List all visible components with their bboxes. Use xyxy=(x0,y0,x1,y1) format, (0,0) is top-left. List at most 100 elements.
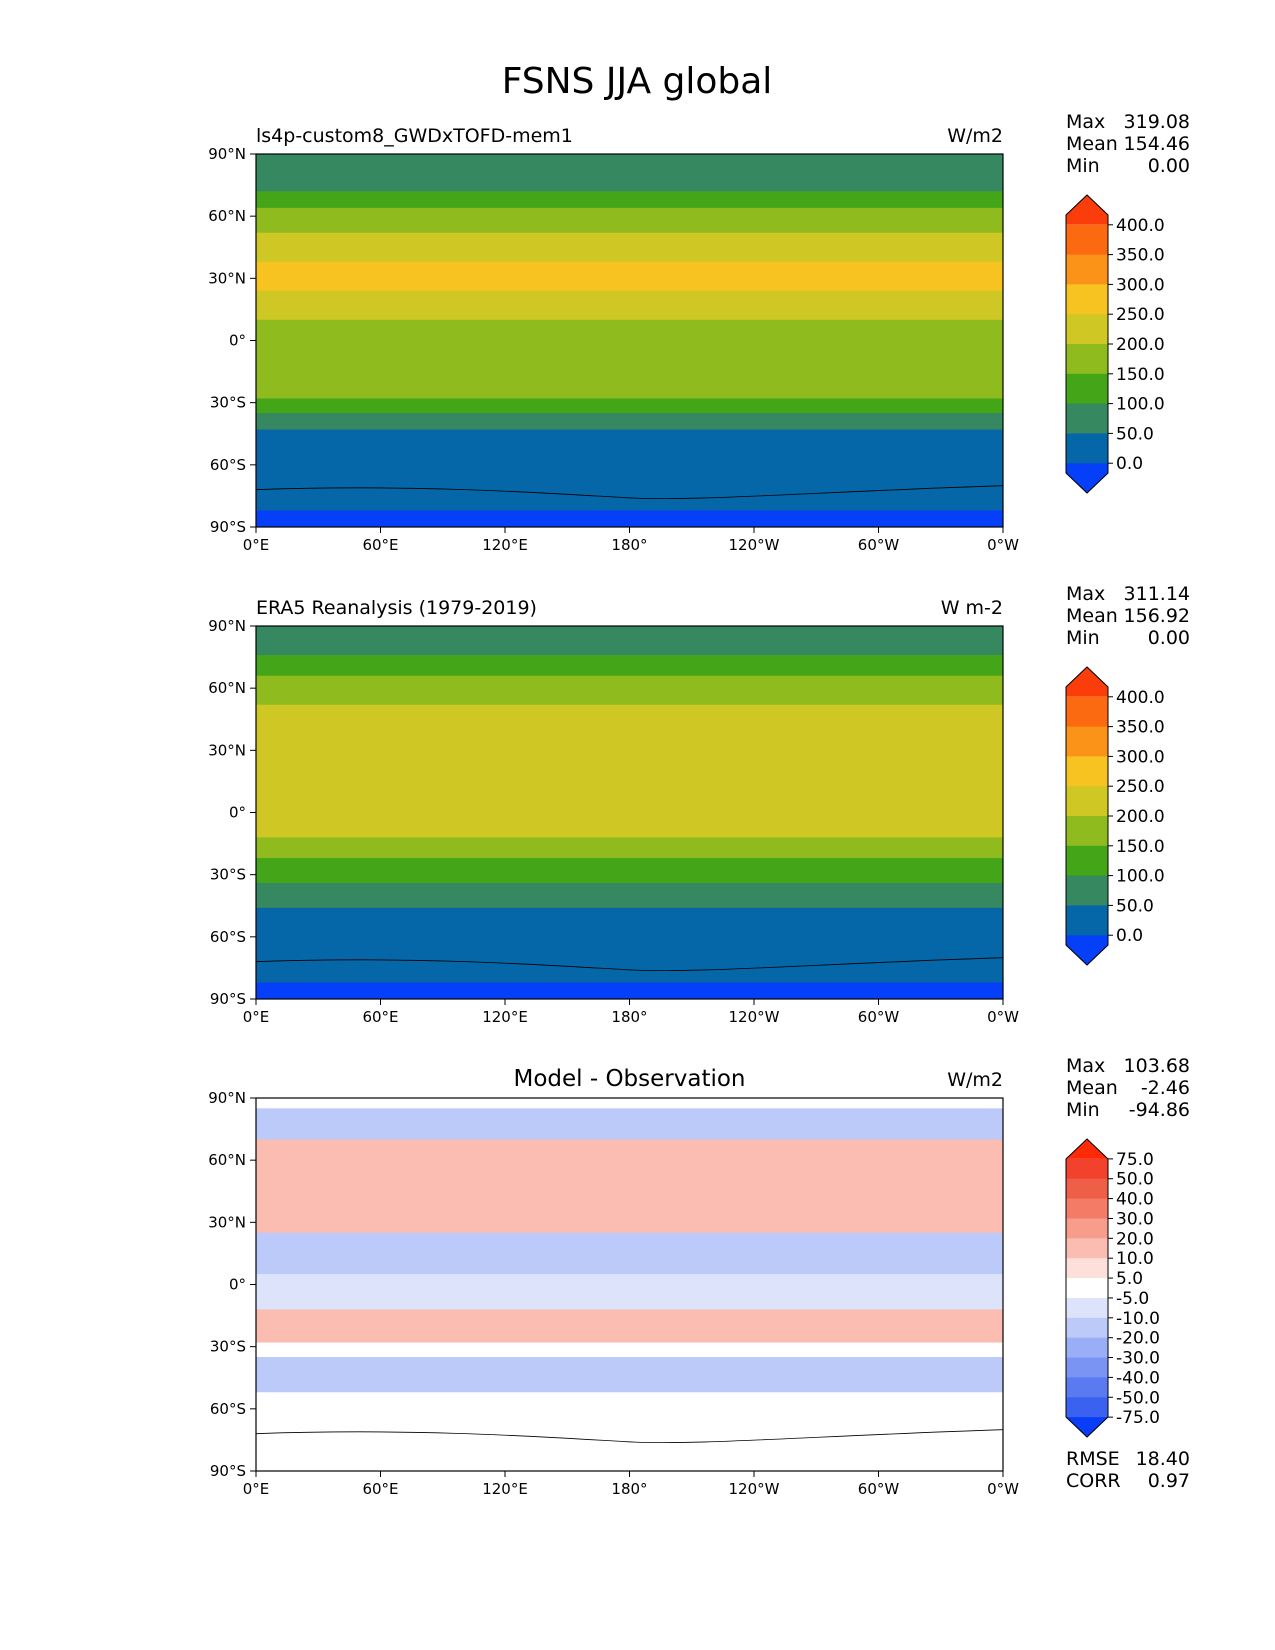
colorbar-outline xyxy=(1065,194,1109,494)
y-tick-label: 0° xyxy=(229,804,246,822)
colorbar-label: -75.0 xyxy=(1116,1408,1160,1428)
field-band xyxy=(256,704,1003,731)
colorbar-segment xyxy=(1066,816,1108,847)
panel-units-label: W m-2 xyxy=(941,597,1003,619)
colorbar-label: -5.0 xyxy=(1116,1289,1149,1309)
field-band xyxy=(256,510,1003,528)
field-band xyxy=(256,882,1003,909)
y-tick-label: 90°N xyxy=(208,145,246,163)
field-band xyxy=(256,1180,1003,1234)
colorbar-segment xyxy=(1066,314,1108,345)
x-tick-label: 120°E xyxy=(482,1008,528,1026)
y-tick-label: 60°N xyxy=(208,207,246,225)
colorbar-segment xyxy=(1066,224,1108,255)
colorbar-label: 5.0 xyxy=(1116,1269,1143,1289)
y-tick-label: 60°S xyxy=(210,1400,246,1418)
colorbar-segment xyxy=(1066,845,1108,876)
field-band xyxy=(256,398,1003,414)
y-tick-label: 30°N xyxy=(208,741,246,759)
field-band xyxy=(256,191,1003,209)
y-tick-label: 90°S xyxy=(210,518,246,536)
field-band xyxy=(256,261,1003,292)
colorbar-label: 100.0 xyxy=(1116,867,1165,887)
field-band xyxy=(256,1357,1003,1393)
stat-value: -2.46 xyxy=(1141,1077,1190,1099)
colorbar-segment xyxy=(1066,905,1108,936)
colorbar-label: -20.0 xyxy=(1116,1329,1160,1349)
coastline xyxy=(255,957,1004,972)
map-panel-observation xyxy=(255,626,1004,1000)
field-band xyxy=(256,352,1003,379)
y-tick-label: 90°N xyxy=(208,617,246,635)
stat-name: Min xyxy=(1066,155,1100,177)
colorbar-label: 150.0 xyxy=(1116,837,1165,857)
field-band xyxy=(256,804,1003,838)
colorbar-label: 400.0 xyxy=(1116,216,1165,236)
field-band xyxy=(256,377,1003,400)
field-band xyxy=(256,775,1003,805)
stat-name: Max xyxy=(1066,583,1105,605)
colorbar-segment xyxy=(1066,284,1108,315)
y-tick-label: 30°S xyxy=(210,866,246,884)
y-tick-label: 90°S xyxy=(210,1462,246,1480)
colorbar-label: 250.0 xyxy=(1116,305,1165,325)
colorbar-label: 0.0 xyxy=(1116,926,1143,946)
colorbar-extend-bottom xyxy=(1066,935,1108,965)
colorbar-segment xyxy=(1066,696,1108,727)
panel-left-label: ls4p-custom8_GWDxTOFD-mem1 xyxy=(256,125,573,147)
colorbar-label: 350.0 xyxy=(1116,246,1165,266)
stat-name: CORR xyxy=(1066,1470,1121,1492)
x-tick-label: 0°E xyxy=(243,1008,270,1026)
stat-value: 319.08 xyxy=(1124,111,1190,133)
colorbar-segment xyxy=(1066,726,1108,757)
y-tick-label: 30°N xyxy=(208,269,246,287)
field-band xyxy=(256,319,1003,354)
y-tick-label: 30°S xyxy=(210,394,246,412)
x-tick-label: 60°W xyxy=(858,536,900,554)
stat-value: 0.00 xyxy=(1148,627,1190,649)
colorbar-extend-bottom xyxy=(1066,1417,1108,1437)
field-band xyxy=(256,232,1003,263)
x-tick-label: 120°W xyxy=(729,1008,780,1026)
stat-value: 156.92 xyxy=(1124,605,1190,627)
x-tick-label: 60°E xyxy=(362,1008,398,1026)
colorbar-segment xyxy=(1066,1397,1108,1418)
colorbar-label: -50.0 xyxy=(1116,1388,1160,1408)
stat-name: Min xyxy=(1066,627,1100,649)
x-tick-label: 180° xyxy=(611,536,647,554)
colorbar-segment xyxy=(1066,1317,1108,1339)
colorbar-segment xyxy=(1066,756,1108,787)
x-tick-label: 60°E xyxy=(362,1480,398,1498)
colorbar-segment xyxy=(1066,875,1108,906)
y-tick-label: 90°S xyxy=(210,990,246,1008)
colorbar-segment xyxy=(1066,1278,1108,1299)
colorbar-label: 0.0 xyxy=(1116,454,1143,474)
x-tick-label: 60°W xyxy=(858,1008,900,1026)
field-band xyxy=(256,1342,1003,1358)
field-band xyxy=(256,655,1003,677)
colorbar-segment xyxy=(1066,1238,1108,1259)
x-tick-label: 0°W xyxy=(987,1008,1019,1026)
stat-name: Max xyxy=(1066,1055,1105,1077)
colorbar-label: 150.0 xyxy=(1116,365,1165,385)
field-band xyxy=(256,1098,1003,1109)
stat-value: 0.00 xyxy=(1148,155,1190,177)
colorbar-segment xyxy=(1066,1377,1108,1398)
colorbar-label: 300.0 xyxy=(1116,275,1165,295)
field-band xyxy=(256,290,1003,321)
colorbar-label: 400.0 xyxy=(1116,688,1165,708)
field-band xyxy=(256,1309,1003,1344)
stat-value: -94.86 xyxy=(1129,1099,1190,1121)
colorbar-segment xyxy=(1066,1198,1108,1219)
x-tick-label: 0°E xyxy=(243,536,270,554)
colorbar-segment xyxy=(1066,1337,1108,1358)
colorbar-segment xyxy=(1066,344,1108,375)
x-tick-label: 180° xyxy=(611,1008,647,1026)
y-tick-label: 30°S xyxy=(210,1338,246,1356)
x-tick-label: 0°E xyxy=(243,1480,270,1498)
x-tick-label: 60°W xyxy=(858,1480,900,1498)
panel-center-label: Model - Observation xyxy=(513,1066,745,1092)
stat-name: Mean xyxy=(1066,133,1118,155)
stat-value: 0.97 xyxy=(1148,1470,1190,1492)
field-band xyxy=(256,207,1003,234)
